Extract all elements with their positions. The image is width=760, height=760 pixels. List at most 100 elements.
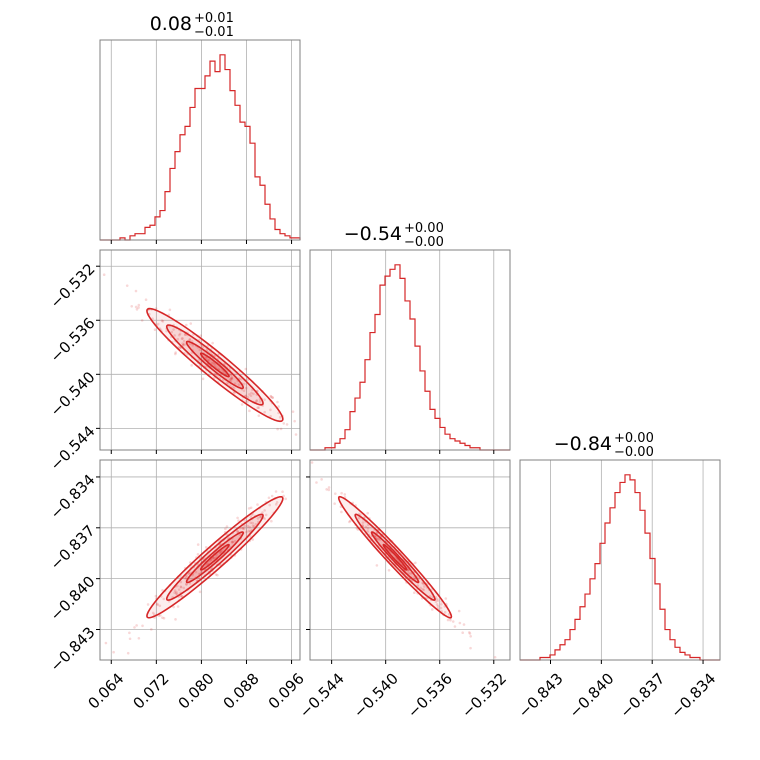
sample-point: [211, 341, 214, 345]
sample-point: [269, 408, 272, 412]
sample-point: [244, 386, 248, 390]
sample-point: [179, 585, 183, 589]
sample-point: [451, 620, 455, 623]
sample-point: [333, 502, 336, 505]
panel-frame: [99, 459, 301, 661]
sample-point: [161, 320, 165, 323]
sample-point: [233, 382, 237, 385]
y-tick-label: −0.536: [47, 314, 99, 366]
sample-point: [220, 549, 223, 553]
sample-point: [440, 602, 443, 606]
sample-point: [172, 328, 175, 331]
sample-point: [263, 398, 266, 401]
sample-point: [257, 414, 261, 417]
scatter-panel-1-2: −0.532−0.536−0.540−0.544: [296, 457, 511, 722]
sample-point: [417, 576, 421, 580]
sample-point: [242, 389, 246, 393]
sample-point: [181, 343, 185, 347]
sample-point: [80, 247, 83, 250]
panel-title-value: 0.08: [150, 13, 192, 35]
sample-point: [327, 488, 331, 492]
sample-point: [282, 494, 285, 498]
sample-point: [162, 597, 166, 601]
sample-point: [291, 410, 295, 413]
sample-point: [443, 611, 447, 614]
sample-point: [310, 461, 314, 464]
sample-point: [179, 585, 183, 588]
panel-frame: [99, 39, 301, 241]
sample-point: [151, 611, 155, 615]
sample-point: [156, 603, 159, 607]
sample-point: [230, 540, 234, 544]
sample-point: [269, 414, 272, 418]
sample-point: [348, 520, 351, 524]
sample-point: [162, 616, 166, 620]
y-tick-label: −0.837: [47, 522, 99, 574]
panel-content: [80, 247, 300, 438]
sample-point: [225, 525, 229, 528]
sample-point: [240, 403, 244, 406]
sample-point: [413, 591, 416, 594]
panel-frame: [309, 459, 511, 661]
sample-point: [232, 386, 236, 390]
sample-point: [153, 328, 157, 331]
sample-point: [144, 298, 148, 302]
x-tick-label: −0.843: [515, 670, 567, 722]
sample-point: [325, 488, 328, 491]
sample-point: [256, 517, 260, 520]
sample-point: [140, 319, 144, 322]
sample-point: [284, 497, 287, 501]
sample-point: [467, 631, 471, 634]
y-tick-label: −0.834: [47, 471, 99, 523]
sample-point: [236, 530, 239, 533]
histogram-step-line: [520, 474, 720, 661]
sample-point: [340, 510, 343, 514]
sample-point: [150, 628, 153, 631]
sample-point: [177, 345, 181, 349]
sample-point: [159, 614, 162, 617]
sample-point: [458, 621, 462, 625]
sample-point: [469, 634, 473, 638]
sample-point: [130, 304, 134, 308]
sample-point: [246, 396, 250, 399]
sample-point: [179, 594, 183, 598]
y-tick-label: −0.532: [47, 260, 99, 312]
sample-point: [264, 513, 268, 517]
contour-level-3: [382, 543, 408, 571]
x-tick-label: 0.088: [220, 670, 263, 713]
sample-point: [468, 632, 472, 635]
sample-point: [180, 337, 184, 340]
sample-point: [334, 492, 337, 495]
sample-point: [274, 503, 278, 506]
sample-point: [436, 605, 440, 608]
sample-point: [172, 605, 175, 609]
sample-point: [348, 519, 352, 523]
sample-point: [258, 515, 262, 519]
sample-point: [137, 303, 141, 307]
panel-title-value: −0.84: [554, 433, 612, 455]
sample-point: [376, 537, 380, 541]
sample-point: [409, 572, 412, 575]
sample-point: [177, 588, 181, 591]
sample-point: [184, 582, 188, 586]
sample-point: [188, 571, 192, 575]
sample-point: [133, 626, 136, 629]
sample-point: [160, 319, 164, 322]
sample-point: [230, 377, 234, 381]
panel-content: [104, 490, 300, 655]
contour-level-0: [146, 495, 284, 619]
sample-point: [242, 382, 246, 386]
sample-point: [194, 570, 198, 574]
sample-point: [444, 597, 448, 600]
contour-level-3: [199, 352, 230, 378]
sample-point: [282, 422, 286, 425]
sample-point: [229, 373, 233, 377]
sample-point: [469, 646, 472, 650]
sample-point: [361, 521, 365, 524]
sample-point: [239, 533, 242, 537]
sample-point: [269, 395, 273, 399]
sample-point: [462, 623, 466, 626]
sample-point: [301, 457, 304, 460]
panel-title-minus: −0.01: [194, 25, 234, 40]
sample-point: [182, 586, 186, 590]
